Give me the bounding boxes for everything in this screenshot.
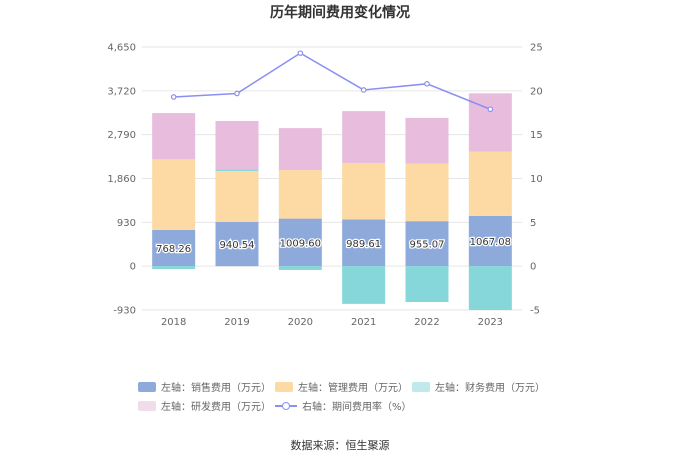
bar-segment xyxy=(468,215,512,267)
bar-segment xyxy=(215,120,259,170)
rate-point xyxy=(360,87,367,93)
legend-label-admin: 左轴：管理费用（万元） xyxy=(298,383,408,394)
x-tick-label: 2019 xyxy=(224,317,249,328)
bar-segment xyxy=(342,111,386,163)
legend-item-finance[interactable]: 左轴：财务费用（万元） xyxy=(412,379,545,394)
y-right-tick-label: 0 xyxy=(530,262,536,273)
x-tick-label: 2020 xyxy=(288,317,313,328)
legend-swatch-finance xyxy=(412,381,430,392)
legend-label-sales: 左轴：销售费用（万元） xyxy=(161,383,271,394)
bar-segment xyxy=(278,128,322,171)
y-left-tick-label: 4,650 xyxy=(107,43,136,54)
y-left-tick-label: 2,790 xyxy=(107,130,136,141)
bar-data-label: 1067.08 xyxy=(470,237,511,248)
y-right-tick-label: 5 xyxy=(530,218,536,229)
legend-line-rate-icon xyxy=(275,401,297,411)
bar-data-label: 989.61 xyxy=(346,239,381,250)
y-left-tick-label: -930 xyxy=(113,306,136,317)
y-right-tick-label: 15 xyxy=(530,130,543,141)
y-right-tick-label: 10 xyxy=(530,174,543,185)
chart-title: 历年期间费用变化情况 xyxy=(270,5,410,21)
bar-segment xyxy=(152,266,196,269)
bar-data-label: 768.26 xyxy=(156,244,191,255)
bar-segment xyxy=(215,170,259,222)
y-right-tick-label: 25 xyxy=(530,43,543,54)
bar-segment xyxy=(342,266,386,304)
bar-segment xyxy=(405,221,449,267)
legend-item-sales[interactable]: 左轴：销售费用（万元） xyxy=(138,379,271,394)
x-tick-label: 2021 xyxy=(351,317,376,328)
rate-point xyxy=(170,94,177,100)
bar-data-label: 1009.60 xyxy=(280,238,321,249)
bar-data-label: 955.07 xyxy=(410,240,445,251)
bar-segment xyxy=(405,117,449,164)
legend-label-finance: 左轴：财务费用（万元） xyxy=(435,383,545,394)
bar-segment xyxy=(152,113,196,160)
bar-segment xyxy=(278,218,322,267)
legend-label-rate: 右轴：期间费用率（%） xyxy=(302,402,412,413)
y-right-tick-label: -5 xyxy=(530,306,540,317)
legend-swatch-rnd xyxy=(138,400,156,411)
x-tick-label: 2023 xyxy=(478,317,503,328)
bar-segment xyxy=(278,170,322,219)
bar-segment xyxy=(468,151,512,216)
bar-segment xyxy=(215,221,259,267)
x-tick-label: 2018 xyxy=(161,317,186,328)
bar-segment xyxy=(405,266,449,302)
legend-swatch-admin xyxy=(275,381,293,392)
bar-data-label: 940.54 xyxy=(220,240,255,251)
legend-swatch-sales xyxy=(138,381,156,392)
bar-segment xyxy=(215,169,259,171)
legend-item-rnd[interactable]: 左轴：研发费用（万元） xyxy=(138,398,271,413)
legend-item-admin[interactable]: 左轴：管理费用（万元） xyxy=(275,379,408,394)
rate-line xyxy=(173,52,491,110)
bar-segment xyxy=(342,219,386,267)
bar-segment xyxy=(278,266,322,270)
bar-segment xyxy=(468,266,512,310)
rate-point xyxy=(297,50,304,56)
y-left-tick-label: 3,720 xyxy=(107,86,136,97)
rate-point xyxy=(424,81,430,87)
y-left-tick-label: 1,860 xyxy=(107,174,136,185)
bar-segment xyxy=(152,159,196,230)
y-left-tick-label: 0 xyxy=(130,262,136,273)
legend-item-rate[interactable]: 右轴：期间费用率（%） xyxy=(275,398,412,413)
bar-segment xyxy=(468,93,512,152)
data-source: 数据来源：恒生聚源 xyxy=(290,439,390,452)
y-left-tick-label: 930 xyxy=(117,218,136,229)
rate-point xyxy=(234,90,240,97)
x-tick-label: 2022 xyxy=(414,317,439,328)
y-right-tick-label: 20 xyxy=(530,86,543,97)
legend-label-rnd: 左轴：研发费用（万元） xyxy=(161,402,271,413)
bar-segment xyxy=(405,163,449,222)
bar-segment xyxy=(342,162,386,220)
bar-segment xyxy=(152,229,196,267)
rate-point xyxy=(487,106,494,113)
